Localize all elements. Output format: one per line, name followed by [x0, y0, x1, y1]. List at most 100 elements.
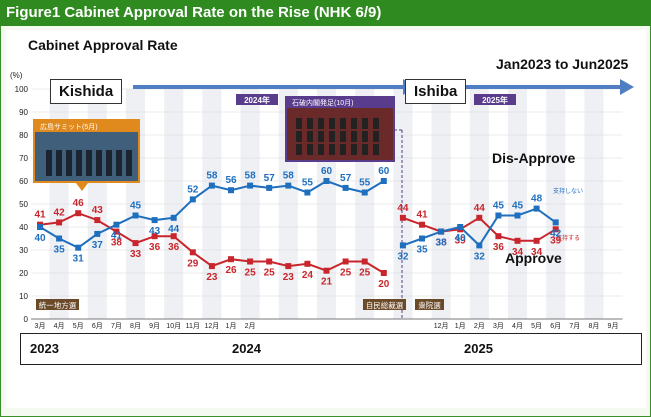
- disapprove-point: [247, 258, 254, 265]
- approve-point: [514, 212, 521, 219]
- x-tick-label: 4月: [54, 322, 65, 330]
- small-disapprove-text: 支持しない: [553, 187, 583, 195]
- date-range: Jan2023 to Jun2025: [496, 56, 629, 72]
- photo-figure: [351, 118, 357, 129]
- y-tick-label: 20: [19, 269, 28, 278]
- photo-figure: [373, 131, 379, 142]
- approve-point: [304, 189, 311, 196]
- photo-figure: [362, 144, 368, 155]
- x-tick-label: 12月: [434, 322, 449, 330]
- disapprove-value-label: 41: [34, 210, 46, 221]
- y-tick-label: 80: [19, 131, 28, 140]
- summit-photo-caption: 広島サミット(5月): [40, 122, 98, 131]
- disapprove-point: [208, 263, 215, 270]
- disapprove-value-label: 38: [111, 238, 123, 249]
- approve-point: [228, 187, 234, 194]
- disapprove-value-label: 23: [206, 272, 218, 283]
- approve-point: [75, 244, 82, 251]
- approve-value-label: 57: [264, 173, 276, 184]
- disapprove-value-label: 36: [149, 242, 161, 253]
- photo-figure: [351, 131, 357, 142]
- disapprove-value-label: 25: [245, 268, 257, 279]
- event-general-election-bg: [415, 299, 444, 310]
- approve-point: [342, 184, 349, 191]
- approve-point: [151, 217, 158, 224]
- approve-point: [495, 212, 502, 219]
- chart-subtitle: Cabinet Approval Rate: [28, 37, 178, 53]
- disapprove-point: [304, 260, 311, 267]
- x-tick-label: 4月: [512, 322, 523, 330]
- approve-point: [247, 182, 254, 189]
- x-tick-label: 7月: [111, 322, 122, 330]
- x-tick-label: 8月: [588, 322, 599, 330]
- disapprove-value-label: 41: [416, 210, 428, 221]
- y-tick-label: 100: [15, 85, 29, 94]
- x-tick-label: 3月: [493, 322, 504, 330]
- disapprove-point: [399, 214, 406, 221]
- approve-value-label: 60: [378, 166, 390, 177]
- approve-value-label: 32: [397, 251, 409, 262]
- ishiba-arrow-shaft: [462, 85, 622, 89]
- disapprove-point: [342, 258, 349, 265]
- disapprove-point: [75, 210, 82, 217]
- y-tick-label: 70: [19, 154, 28, 163]
- approve-value-label: 52: [187, 184, 199, 195]
- disapprove-value-label: 20: [378, 279, 390, 290]
- disapprove-value-label: 44: [397, 203, 409, 214]
- disapprove-point: [514, 237, 521, 244]
- x-tick-label: 1月: [455, 322, 466, 330]
- cabinet-photo-caption-bg: [286, 97, 394, 108]
- disapprove-point: [132, 240, 139, 247]
- approve-point: [552, 219, 559, 226]
- disapprove-point: [285, 263, 292, 270]
- disapprove-value-label: 21: [321, 277, 333, 288]
- x-tick-label: 6月: [92, 322, 103, 330]
- approve-value-label: 58: [283, 171, 295, 182]
- disapprove-point: [495, 233, 502, 240]
- year-tag-2025: 2025年: [482, 95, 508, 105]
- approve-value-label: 58: [206, 171, 218, 182]
- approve-point: [56, 235, 63, 242]
- y-tick-label: 40: [19, 223, 28, 232]
- photo-figure: [307, 131, 313, 142]
- x-tick-label: 8月: [130, 322, 141, 330]
- approve-value-label: 42: [550, 228, 562, 239]
- approve-point: [285, 182, 292, 189]
- disapprove-value-label: 25: [264, 268, 276, 279]
- summit-photo-caption-bg: [34, 120, 139, 132]
- disapprove-value-label: 26: [225, 265, 237, 276]
- cabinet-photo-caption: 石破内閣発足(10月): [292, 98, 353, 107]
- photo-figure: [307, 144, 313, 155]
- year-2025: 2025: [464, 341, 493, 356]
- disapprove-point: [189, 249, 196, 256]
- photo-figure: [318, 118, 324, 129]
- pm-ishiba-label: Ishiba: [405, 79, 467, 104]
- approve-point: [323, 178, 330, 184]
- approve-point: [94, 230, 101, 237]
- approve-point: [170, 214, 177, 221]
- approve-value-label: 45: [493, 201, 505, 212]
- disapprove-value-label: 33: [130, 249, 142, 260]
- photo-figure: [340, 118, 346, 129]
- disapprove-value-label: 25: [340, 268, 352, 279]
- approve-point: [399, 242, 406, 249]
- y-unit-label: (%): [10, 71, 23, 80]
- approve-point: [113, 221, 120, 228]
- y-tick-label: 50: [19, 200, 28, 209]
- disapprove-value-label: 38: [436, 238, 448, 249]
- approve-point: [476, 242, 483, 249]
- approve-point: [438, 228, 445, 235]
- year-tag-2024: 2024年: [244, 95, 270, 105]
- approve-value-label: 35: [416, 245, 428, 256]
- approve-value-label: 37: [92, 240, 104, 251]
- y-tick-label: 0: [24, 315, 29, 324]
- photo-figure: [66, 150, 72, 176]
- disapprove-point: [552, 226, 559, 233]
- photo-figure: [56, 150, 62, 176]
- disapprove-value-label: 24: [302, 270, 314, 281]
- disapprove-value-label: 25: [359, 268, 371, 279]
- approve-value-label: 35: [54, 245, 66, 256]
- approve-point: [208, 182, 215, 189]
- approve-point: [457, 224, 464, 230]
- approve-value-label: 48: [531, 194, 543, 205]
